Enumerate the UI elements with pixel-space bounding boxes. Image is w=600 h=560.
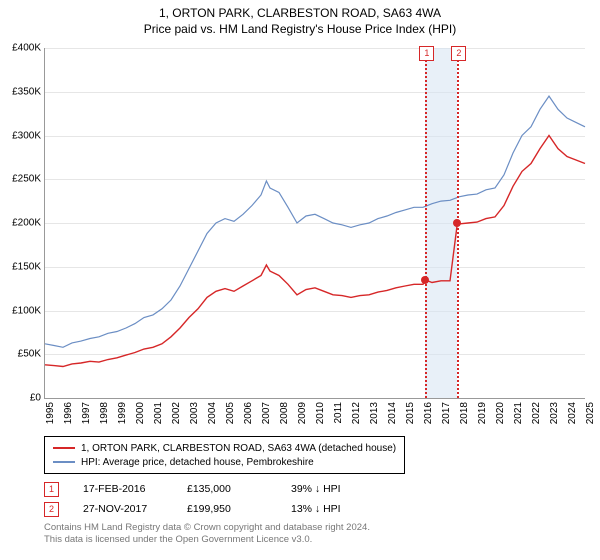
x-axis-label: 2025 bbox=[585, 402, 596, 424]
x-axis-label: 2003 bbox=[189, 402, 200, 424]
series-price_paid bbox=[45, 136, 585, 367]
event-vline: 1 bbox=[425, 48, 427, 398]
x-axis-label: 2007 bbox=[261, 402, 272, 424]
x-axis-label: 2019 bbox=[477, 402, 488, 424]
x-axis-label: 2000 bbox=[135, 402, 146, 424]
x-axis-label: 2001 bbox=[153, 402, 164, 424]
x-axis-label: 2009 bbox=[297, 402, 308, 424]
x-axis-label: 2012 bbox=[351, 402, 362, 424]
x-axis-label: 2006 bbox=[243, 402, 254, 424]
x-axis-label: 2011 bbox=[333, 402, 344, 424]
y-axis-label: £100K bbox=[12, 305, 41, 316]
x-axis-label: 2023 bbox=[549, 402, 560, 424]
event-price: £199,950 bbox=[187, 503, 267, 515]
event-marker-box: 2 bbox=[451, 46, 466, 61]
x-axis-label: 1995 bbox=[45, 402, 56, 424]
x-axis-label: 1999 bbox=[117, 402, 128, 424]
plot-area: £0£50K£100K£150K£200K£250K£300K£350K£400… bbox=[44, 48, 585, 399]
y-axis-label: £250K bbox=[12, 174, 41, 185]
event-table: 1 17-FEB-2016 £135,000 39% ↓ HPI 2 27-NOV-201… bbox=[44, 479, 371, 519]
y-axis-label: £350K bbox=[12, 86, 41, 97]
event-pct: 39% ↓ HPI bbox=[291, 483, 371, 495]
y-axis-label: £400K bbox=[12, 43, 41, 54]
event-date: 27-NOV-2017 bbox=[83, 503, 163, 515]
footer-line-1: Contains HM Land Registry data © Crown c… bbox=[44, 522, 370, 534]
event-row: 2 27-NOV-2017 £199,950 13% ↓ HPI bbox=[44, 499, 371, 519]
x-axis-label: 2020 bbox=[495, 402, 506, 424]
x-axis-label: 2017 bbox=[441, 402, 452, 424]
series-hpi bbox=[45, 96, 585, 347]
x-axis-label: 2010 bbox=[315, 402, 326, 424]
legend: 1, ORTON PARK, CLARBESTON ROAD, SA63 4WA… bbox=[44, 436, 405, 474]
x-axis-label: 2004 bbox=[207, 402, 218, 424]
x-axis-label: 2014 bbox=[387, 402, 398, 424]
legend-label: 1, ORTON PARK, CLARBESTON ROAD, SA63 4WA… bbox=[81, 443, 396, 454]
x-axis-label: 2018 bbox=[459, 402, 470, 424]
y-axis-label: £300K bbox=[12, 130, 41, 141]
event-pct: 13% ↓ HPI bbox=[291, 503, 371, 515]
x-axis-label: 2002 bbox=[171, 402, 182, 424]
event-row: 1 17-FEB-2016 £135,000 39% ↓ HPI bbox=[44, 479, 371, 499]
x-axis-label: 2022 bbox=[531, 402, 542, 424]
x-axis-label: 2015 bbox=[405, 402, 416, 424]
chart-title: 1, ORTON PARK, CLARBESTON ROAD, SA63 4WA… bbox=[0, 0, 600, 36]
legend-swatch bbox=[53, 447, 75, 449]
legend-item: 1, ORTON PARK, CLARBESTON ROAD, SA63 4WA… bbox=[53, 441, 396, 455]
footer-attribution: Contains HM Land Registry data © Crown c… bbox=[44, 522, 370, 547]
x-axis-label: 2008 bbox=[279, 402, 290, 424]
line-canvas bbox=[45, 48, 585, 398]
x-axis-label: 2024 bbox=[567, 402, 578, 424]
event-marker-box: 1 bbox=[419, 46, 434, 61]
title-line-2: Price paid vs. HM Land Registry's House … bbox=[0, 22, 600, 36]
y-axis-label: £50K bbox=[18, 349, 41, 360]
x-axis-label: 2021 bbox=[513, 402, 524, 424]
title-line-1: 1, ORTON PARK, CLARBESTON ROAD, SA63 4WA bbox=[0, 6, 600, 20]
x-axis-label: 1997 bbox=[81, 402, 92, 424]
y-axis-label: £150K bbox=[12, 261, 41, 272]
y-axis-label: £0 bbox=[30, 393, 41, 404]
chart-container: 1, ORTON PARK, CLARBESTON ROAD, SA63 4WA… bbox=[0, 0, 600, 560]
event-price: £135,000 bbox=[187, 483, 267, 495]
event-index-box: 1 bbox=[44, 482, 59, 497]
y-axis-label: £200K bbox=[12, 218, 41, 229]
x-axis-label: 2016 bbox=[423, 402, 434, 424]
event-index-box: 2 bbox=[44, 502, 59, 517]
footer-line-2: This data is licensed under the Open Gov… bbox=[44, 534, 370, 546]
x-axis-label: 2005 bbox=[225, 402, 236, 424]
x-axis-label: 1996 bbox=[63, 402, 74, 424]
x-axis-label: 2013 bbox=[369, 402, 380, 424]
legend-swatch bbox=[53, 461, 75, 463]
legend-label: HPI: Average price, detached house, Pemb… bbox=[81, 457, 314, 468]
x-axis-label: 1998 bbox=[99, 402, 110, 424]
legend-item: HPI: Average price, detached house, Pemb… bbox=[53, 455, 396, 469]
event-date: 17-FEB-2016 bbox=[83, 483, 163, 495]
